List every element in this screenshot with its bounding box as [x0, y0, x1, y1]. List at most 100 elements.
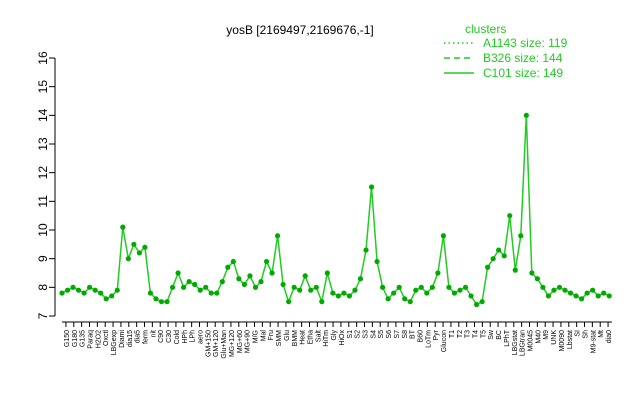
- x-tick-label: LoTm: [425, 330, 432, 348]
- x-tick-label: S1: [347, 330, 354, 339]
- data-point: [435, 270, 441, 276]
- x-tick-label: BT: [410, 329, 417, 339]
- y-axis: 7 8 9 10 11 12 13 14 15 16: [36, 51, 56, 319]
- data-point: [573, 293, 579, 299]
- x-tick-label: Fru: [268, 330, 275, 341]
- data-point: [407, 299, 413, 305]
- y-tick-label: 12: [36, 166, 50, 180]
- series-line: [61, 115, 610, 306]
- x-tick-label: HiOx: [339, 330, 346, 346]
- y-tick-label: 13: [36, 137, 50, 151]
- data-point: [164, 299, 170, 305]
- data-point: [440, 233, 447, 239]
- data-point: [413, 287, 419, 293]
- x-tick-label: Mal: [260, 330, 267, 342]
- data-point: [280, 281, 286, 288]
- data-point: [352, 287, 358, 293]
- x-tick-label: S2: [355, 330, 362, 339]
- legend-label: B326 size: 144: [483, 51, 563, 65]
- x-tick-label: S4: [370, 330, 377, 339]
- data-point: [219, 279, 225, 285]
- data-point: [518, 233, 524, 239]
- data-point: [556, 284, 563, 290]
- legend-label: A1143 size: 119: [483, 36, 568, 50]
- y-tick-label: 8: [36, 284, 50, 291]
- y-tick-label: 10: [36, 223, 50, 237]
- data-point: [606, 293, 612, 299]
- data-point: [181, 284, 187, 290]
- x-tick-label: B60: [418, 330, 425, 343]
- data-point: [545, 293, 552, 299]
- x-tick-label: M9-stat: [590, 330, 597, 353]
- data-point: [473, 301, 480, 308]
- x-tick-label: T1: [449, 330, 456, 338]
- x-tick-label: M/G: [253, 330, 260, 343]
- data-point: [418, 284, 424, 290]
- y-tick-label: 16: [36, 51, 50, 65]
- x-tick-label: Mt: [598, 330, 605, 338]
- x-tick-label: C90: [158, 330, 165, 343]
- data-point: [136, 250, 142, 256]
- legend-title: clusters: [465, 22, 506, 36]
- x-tick-label: dia5: [135, 330, 142, 343]
- data-point: [308, 287, 314, 293]
- data-point: [507, 213, 513, 219]
- data-point: [291, 284, 297, 290]
- x-tick-label: GM+150: [205, 330, 212, 357]
- x-tick-label: ferm: [143, 330, 150, 344]
- data-point: [578, 296, 585, 302]
- data-point: [335, 293, 341, 299]
- data-point: [70, 284, 76, 290]
- legend-label: C101 size: 149: [483, 66, 563, 80]
- x-tick-label: Glucon: [441, 330, 448, 352]
- data-point: [214, 290, 220, 296]
- x-tick-label: GM+120: [213, 330, 220, 357]
- x-tick-label: T3: [465, 330, 472, 338]
- data-point: [357, 276, 364, 282]
- x-tick-label: M9: [543, 330, 550, 340]
- x-tick-label: G135: [80, 330, 87, 347]
- x-tick-label: M0045: [528, 330, 535, 352]
- x-tick-label: nit: [150, 330, 157, 337]
- data-point: [385, 296, 391, 302]
- data-point: [324, 270, 330, 276]
- data-point: [429, 284, 435, 290]
- x-tick-label: G180: [72, 330, 79, 347]
- data-point: [225, 264, 231, 270]
- x-tick-label: MG+120: [229, 330, 236, 357]
- data-point: [402, 296, 408, 302]
- x-tick-label: T2: [457, 330, 464, 338]
- data-point: [391, 290, 397, 296]
- data-point: [368, 184, 375, 190]
- y-tick-label: 14: [36, 108, 50, 122]
- data-point: [192, 281, 198, 288]
- data-point: [203, 284, 209, 290]
- x-tick-label: G150: [64, 330, 71, 347]
- x-tick-label: Cold: [174, 330, 181, 345]
- data-point: [551, 287, 557, 293]
- data-point: [330, 290, 336, 296]
- data-point: [186, 279, 192, 285]
- x-tick-label: Lbstat: [567, 330, 574, 349]
- data-point: [169, 284, 176, 290]
- data-point: [540, 284, 546, 290]
- data-point: [595, 293, 601, 299]
- x-tick-label: S7: [394, 330, 401, 339]
- data-point: [263, 258, 270, 265]
- data-point: [496, 247, 502, 253]
- data-point: [374, 258, 380, 265]
- y-tick-label: 11: [36, 195, 50, 208]
- data-point: [236, 276, 242, 282]
- x-tick-label: MG+90: [245, 330, 252, 353]
- data-point: [346, 293, 353, 299]
- x-tick-label: aero: [198, 330, 205, 344]
- x-tick-label: Diami: [119, 330, 126, 348]
- data-point: [125, 256, 131, 262]
- data-point: [485, 264, 491, 270]
- x-tick-label: S8: [402, 330, 409, 339]
- data-point: [175, 270, 181, 276]
- data-point: [252, 284, 259, 290]
- data-point: [462, 284, 469, 290]
